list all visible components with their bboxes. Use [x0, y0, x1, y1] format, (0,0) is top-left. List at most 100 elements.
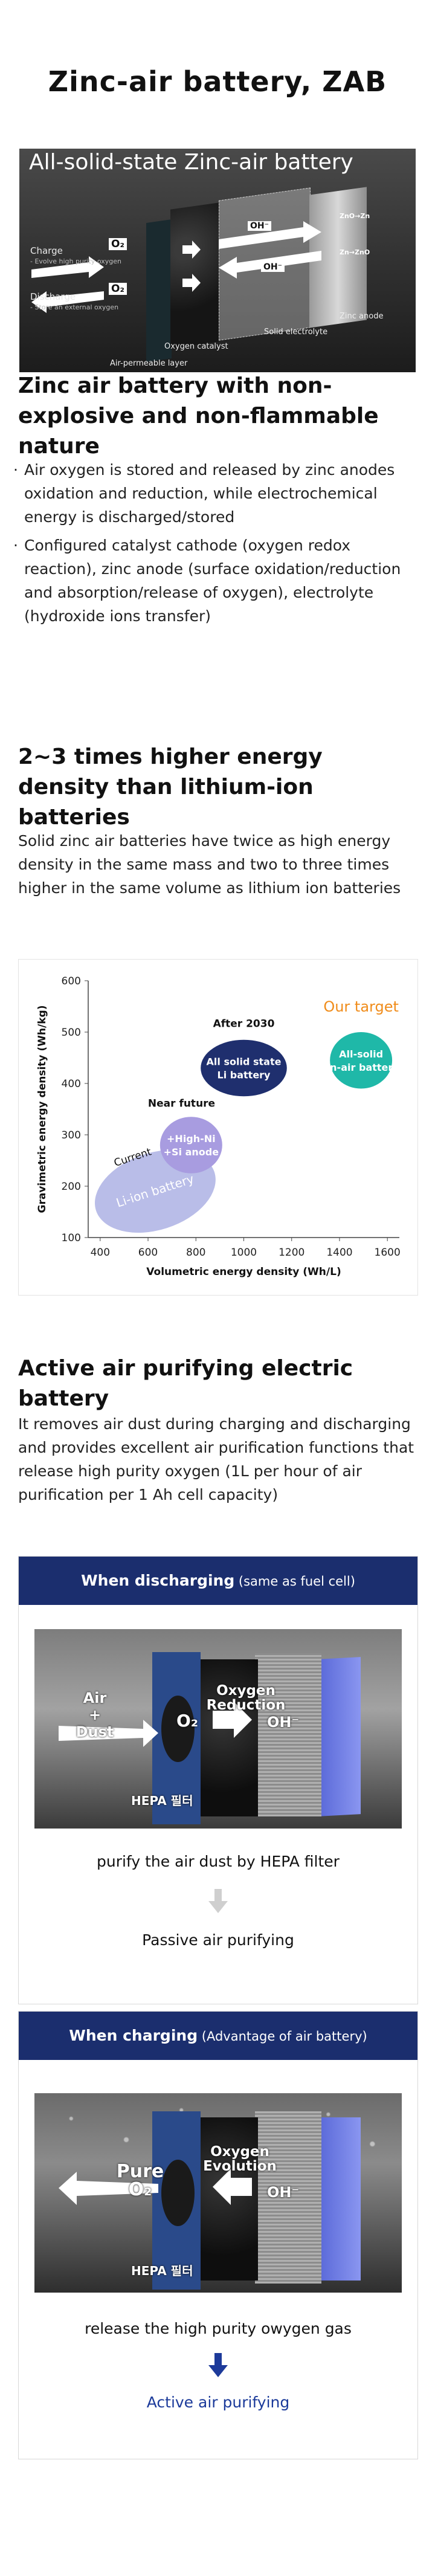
hero-solid-electrolyte-label: Solid electrolyte: [264, 328, 328, 337]
chart-x-tick-label: 600: [138, 1247, 158, 1259]
charging-title: When charging: [69, 2027, 198, 2044]
chart-y-tick-label: 200: [62, 1181, 81, 1193]
section3-body: It removes air dust during charging and …: [18, 1415, 414, 1503]
chart-x-tick-label: 1200: [279, 1247, 304, 1259]
chart-region-label-4: Zn-air battery: [323, 1062, 400, 1073]
charging-electrolyte-plate: [318, 2117, 361, 2281]
chart-y-label: Gravimetric energy density (Wh/kg): [36, 1006, 48, 1213]
chart-x-tick-label: 1000: [231, 1247, 257, 1259]
hero-discharge-label: Discharge: [30, 291, 76, 302]
chart-x-tick-label: 400: [91, 1247, 110, 1259]
chart-x-tick-label: 800: [186, 1247, 205, 1259]
energy-density-chart: 100 200 300 400 500 600 400 600 800 1000 1200 1400 1…: [18, 959, 418, 1296]
charging-oxygen-arrow: [59, 2172, 158, 2205]
section3-heading: Active air purifying electric battery: [18, 1356, 353, 1411]
charge-arrow: [31, 256, 104, 278]
charging-hepa-label: HEPA 필터: [131, 2264, 193, 2278]
hero-zinc-anode-label: Zinc anode: [340, 312, 384, 321]
hero-charge-label: Charge: [30, 245, 63, 256]
discharging-reaction: Oxygen Reduction: [204, 1683, 288, 1712]
catalyst-arrow-2: [182, 240, 201, 259]
charging-result: Active air purifying: [146, 2394, 290, 2411]
chart-region-3: [201, 1039, 287, 1097]
charging-header: When charging (Advantage of air battery): [19, 2012, 417, 2060]
charging-reaction: Oxygen Evolution: [195, 2145, 285, 2174]
discharging-header: When discharging (same as fuel cell): [19, 1557, 417, 1605]
discharging-reaction-text: Oxygen Reduction: [206, 1683, 286, 1713]
discharging-hepa-hole: [161, 1696, 195, 1762]
chart-svg: 100 200 300 400 500 600 400 600 800 1000 1200 1400 1…: [36, 975, 401, 1278]
charging-down-arrow: [208, 2353, 228, 2377]
chart-region-label-3: All solid state: [207, 1056, 282, 1068]
charging-hepa-hole: [161, 2160, 195, 2226]
discharging-air-dust-text: Air + Dust: [76, 1690, 114, 1740]
chart-y-tick-label: 600: [62, 975, 81, 987]
discharging-o2: O₂: [176, 1711, 199, 1731]
charging-arrows: [59, 2169, 252, 2205]
charging-pure-o2: Pure O₂: [107, 2163, 173, 2199]
discharging-result: Passive air purifying: [142, 1931, 294, 1949]
catalyst-arrow-1: [182, 274, 201, 292]
charging-caption: release the high purity owygen gas: [85, 2320, 352, 2337]
discharging-reduction-arrow: [213, 1702, 252, 1738]
discharging-photo: Air + Dust O₂ Oxygen Reduction OH⁻ HEPA …: [34, 1629, 402, 1829]
section1-heading: Zinc air battery with non-explosive and …: [18, 373, 379, 459]
section1-bullets: Air oxygen is stored and released by zin…: [13, 458, 418, 633]
discharging-catalyst: [198, 1659, 258, 1816]
hero-charge-desc: - Evolve high purity oxygen: [30, 257, 121, 265]
charging-panel: When charging (Advantage of air battery)…: [18, 2011, 418, 2459]
oh-arrow-top: [219, 221, 321, 249]
hero-zn-bottom: Zn→ZnO: [340, 248, 370, 256]
hero-o2-top: O₂: [109, 238, 127, 250]
chart-region-2: [160, 1117, 222, 1173]
charging-subtitle: (Advantage of air battery): [198, 2029, 367, 2044]
discharging-arrows: [59, 1702, 252, 1747]
discharging-panel: When discharging (same as fuel cell) Air…: [18, 1556, 418, 2004]
chart-y-tick-label: 100: [62, 1232, 81, 1244]
chart-x-label: Volumetric energy density (Wh/L): [146, 1266, 341, 1278]
discharging-down-arrow: [208, 1889, 228, 1913]
charging-zinc-plate: [255, 2111, 321, 2284]
discharging-air-dust: Air + Dust: [68, 1690, 122, 1740]
hero-zn-top: ZnO→Zn: [340, 212, 370, 220]
hero-oh-bottom: OH⁻: [261, 262, 285, 272]
discharging-oh: OH⁻: [267, 1714, 300, 1731]
charging-photo: Pure O₂ Oxygen Evolution OH⁻ HEPA 필터: [34, 2093, 402, 2293]
chart-region-label-2: +Si anode: [164, 1146, 219, 1158]
hero-discharge-desc: - Store an external oxygen: [30, 303, 119, 311]
chart-region-name-4: Our target: [323, 998, 399, 1015]
charging-reaction-text: Oxygen Evolution: [203, 2144, 277, 2174]
chart-x-tick-label: 1400: [326, 1247, 352, 1259]
chart-region-label-4: All-solid: [339, 1048, 383, 1060]
chart-region-4: [330, 1032, 393, 1089]
section1-bullet-1: Air oxygen is stored and released by zin…: [13, 458, 418, 529]
page-title: Zinc-air battery, ZAB: [48, 65, 387, 98]
discharging-subtitle: (same as fuel cell): [234, 1574, 355, 1589]
charging-pure-o2-text: Pure O₂: [116, 2161, 164, 2200]
chart-region-name-2: Near future: [148, 1097, 215, 1109]
hero-o2-bottom: O₂: [109, 283, 127, 295]
discharging-air-arrow: [59, 1720, 158, 1747]
chart-region-name-3: After 2030: [213, 1018, 275, 1030]
discharging-zinc-plate: [255, 1653, 321, 1816]
discharge-arrow: [31, 291, 104, 313]
hero-diagram: All-solid-state Zinc-air battery O₂ O₂ C…: [19, 149, 416, 372]
chart-y-tick-label: 500: [62, 1027, 81, 1039]
chart-region-label-3: Li battery: [218, 1070, 271, 1081]
charging-evolution-arrow: [213, 2169, 252, 2205]
hero-air-layer-label: Air-permeable layer: [110, 359, 188, 368]
discharging-hepa-label: HEPA 필터: [131, 1793, 193, 1808]
chart-y-tick-label: 400: [62, 1078, 81, 1090]
discharging-title: When discharging: [81, 1572, 235, 1589]
section2-body: Solid zinc air batteries have twice as h…: [18, 832, 401, 897]
hero-title: All-solid-state Zinc-air battery: [29, 150, 353, 175]
section2-heading: 2~3 times higher energy density than lit…: [18, 744, 323, 830]
hero-oxygen-catalyst-label: Oxygen catalyst: [164, 342, 228, 351]
chart-region-label-2: +High-Ni: [167, 1133, 216, 1144]
chart-y-tick-label: 300: [62, 1129, 81, 1141]
hero-oh-top: OH⁻: [248, 221, 272, 231]
discharging-caption: purify the air dust by HEPA filter: [97, 1853, 340, 1870]
section1-bullet-2: Configured catalyst cathode (oxygen redo…: [13, 534, 418, 628]
chart-x-tick-label: 1600: [375, 1247, 401, 1259]
